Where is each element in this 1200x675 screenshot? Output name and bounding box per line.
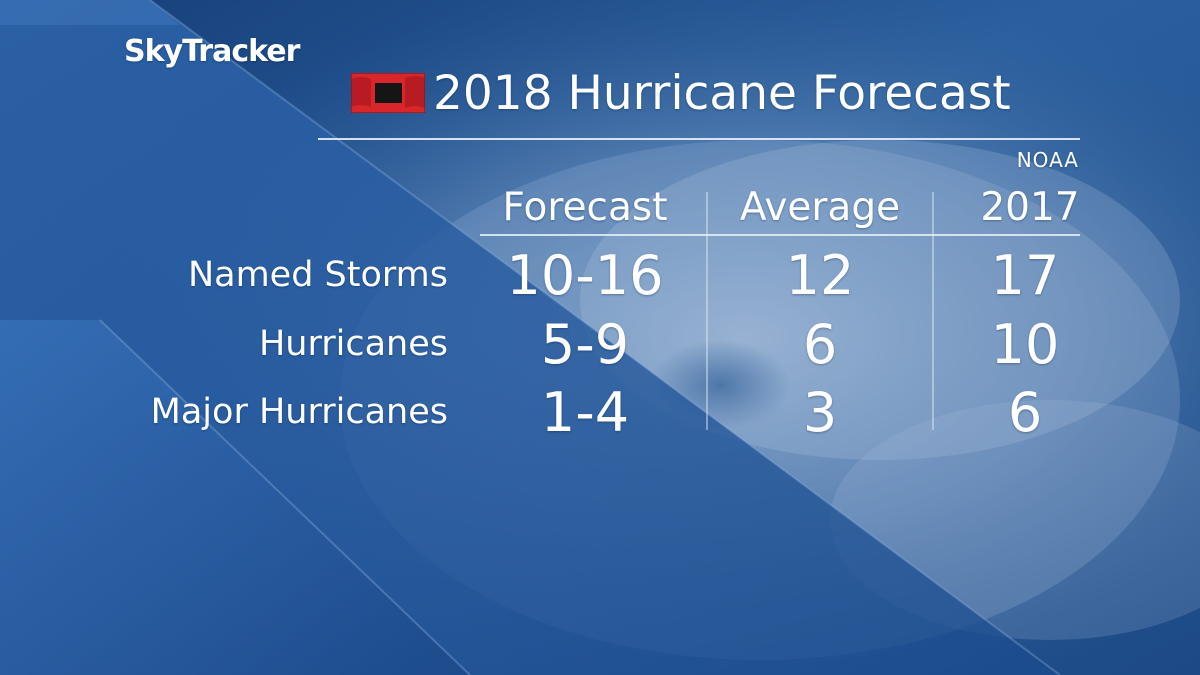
column-header-forecast: Forecast (502, 185, 668, 230)
hurricane-warning-flag-icon (351, 73, 425, 113)
named-storms-forecast-value: 10-16 (506, 244, 664, 307)
column-header-2017: 2017 (980, 185, 1080, 230)
page-title: 2018 Hurricane Forecast (433, 66, 1011, 121)
hurricanes-forecast-value: 5-9 (540, 313, 630, 376)
hurricanes-average-value: 6 (802, 313, 838, 376)
hurricanes-2017-value: 10 (990, 313, 1060, 376)
column-divider (706, 192, 708, 430)
source-label: NOAA (1016, 148, 1079, 172)
named-storms-2017-value: 17 (990, 244, 1060, 307)
header-divider (480, 234, 1080, 236)
row-label-named-storms: Named Storms (187, 255, 448, 295)
skytracker-logo: SkyTracker (124, 34, 300, 69)
named-storms-average-value: 12 (785, 244, 855, 307)
major-hurricanes-forecast-value: 1-4 (540, 381, 630, 444)
row-label-hurricanes: Hurricanes (258, 324, 448, 364)
title-divider (318, 138, 1080, 140)
column-header-average: Average (739, 185, 901, 230)
major-hurricanes-2017-value: 6 (1007, 381, 1043, 444)
major-hurricanes-average-value: 3 (802, 381, 838, 444)
column-divider (932, 192, 934, 430)
row-label-major-hurricanes: Major Hurricanes (150, 392, 448, 432)
